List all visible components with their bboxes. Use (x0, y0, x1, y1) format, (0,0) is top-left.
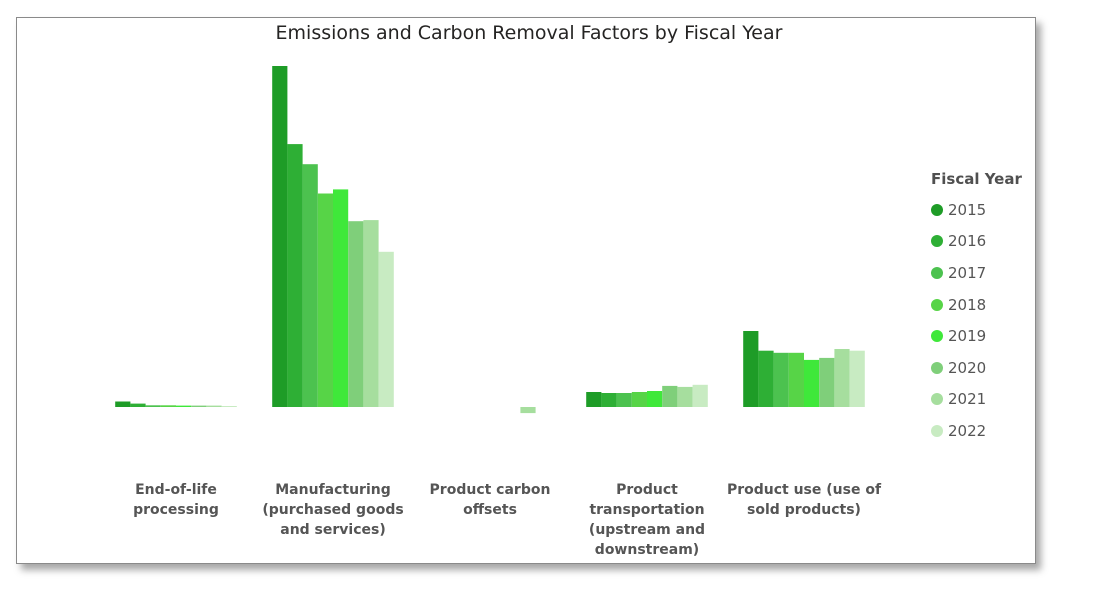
legend-label: 2021 (948, 390, 987, 409)
legend-dot-icon (931, 393, 943, 406)
bar-2016-cat-1[interactable] (287, 144, 303, 407)
legend-dot-icon (931, 203, 943, 216)
legend-item-2020[interactable]: 2020 (931, 352, 1022, 384)
bar-2021-cat-3[interactable] (677, 386, 693, 407)
bar-2018-cat-4[interactable] (788, 352, 804, 407)
bar-2017-cat-1[interactable] (302, 164, 318, 407)
bar-2019-cat-4[interactable] (804, 359, 820, 407)
bar-2017-cat-3[interactable] (616, 393, 632, 407)
legend-dot-icon (931, 361, 943, 374)
bar-2021-cat-4[interactable] (834, 349, 850, 407)
category-label: Product transportation (upstream and downst… (589, 482, 705, 558)
bar-2017-cat-0[interactable] (145, 405, 161, 407)
bar-2020-cat-3[interactable] (662, 385, 678, 407)
bar-2018-cat-3[interactable] (631, 392, 647, 407)
bar-2019-cat-0[interactable] (176, 405, 192, 407)
bar-chart: End-of-life processing Manufacturing (purch… (115, 66, 882, 558)
category-label-line: Manufacturing (275, 482, 391, 498)
category-label-line: downstream) (595, 542, 699, 558)
bar-2019-cat-3[interactable] (647, 391, 663, 407)
category-label-line: Product (616, 482, 678, 498)
bar-2021-cat-2[interactable] (520, 407, 536, 414)
category-label: Manufacturing (purchased goods and service… (262, 482, 403, 538)
legend: Fiscal Year 2015 2016 2017 2018 2019 2020 2021… (931, 170, 1022, 447)
bar-2022-cat-3[interactable] (692, 384, 708, 407)
chart-panel: Emissions and Carbon Removal Factors by … (16, 17, 1036, 564)
legend-item-2021[interactable]: 2021 (931, 384, 1022, 416)
bar-2015-cat-4[interactable] (743, 331, 759, 407)
legend-label: 2017 (948, 263, 987, 282)
category-label-line: (upstream and (589, 522, 705, 538)
bar-2016-cat-0[interactable] (130, 403, 146, 407)
category-label-line: sold products) (747, 502, 861, 518)
bar-2020-cat-1[interactable] (348, 221, 364, 407)
legend-label: 2015 (948, 200, 987, 219)
category-label-line: transportation (589, 502, 704, 518)
category-label-line: offsets (463, 502, 517, 518)
bar-2015-cat-1[interactable] (272, 66, 288, 407)
legend-dot-icon (931, 330, 943, 343)
category-label-line: and services) (280, 522, 386, 538)
bar-2022-cat-1[interactable] (378, 251, 394, 407)
bar-2015-cat-3[interactable] (586, 392, 602, 407)
category-label: Product carbon offsets (430, 482, 551, 518)
bar-2021-cat-0[interactable] (206, 405, 222, 407)
legend-dot-icon (931, 424, 943, 437)
bar-2015-cat-0[interactable] (115, 401, 131, 408)
legend-label: 2019 (948, 327, 987, 346)
legend-item-2015[interactable]: 2015 (931, 194, 1022, 226)
bar-2020-cat-4[interactable] (819, 357, 835, 407)
legend-label: 2020 (948, 358, 987, 377)
legend-item-2019[interactable]: 2019 (931, 320, 1022, 352)
legend-dot-icon (931, 235, 943, 248)
bar-2016-cat-4[interactable] (758, 350, 774, 407)
chart-title: Emissions and Carbon Removal Factors by … (275, 22, 783, 44)
category-label-line: End-of-life (135, 482, 217, 498)
category-label: Product use (use of sold products) (727, 482, 882, 518)
legend-item-2017[interactable]: 2017 (931, 257, 1022, 289)
category-label-line: processing (133, 502, 219, 518)
bar-2022-cat-0[interactable] (221, 406, 237, 407)
bar-2018-cat-0[interactable] (160, 405, 176, 407)
legend-item-2016[interactable]: 2016 (931, 226, 1022, 258)
legend-dot-icon (931, 298, 943, 311)
bar-2021-cat-1[interactable] (363, 220, 379, 407)
category-label-line: (purchased goods (262, 502, 403, 518)
bar-2020-cat-0[interactable] (191, 405, 207, 407)
legend-item-2018[interactable]: 2018 (931, 289, 1022, 321)
bar-2022-cat-4[interactable] (849, 350, 865, 407)
legend-label: 2016 (948, 232, 987, 251)
legend-label: 2022 (948, 421, 987, 440)
category-label-line: Product use (use of (727, 482, 882, 498)
legend-dot-icon (931, 266, 943, 279)
bar-2019-cat-1[interactable] (333, 189, 349, 407)
category-label-line: Product carbon (430, 482, 551, 498)
bar-2017-cat-4[interactable] (773, 352, 789, 407)
bar-2018-cat-1[interactable] (317, 193, 333, 408)
legend-label: 2018 (948, 295, 987, 314)
bar-2016-cat-3[interactable] (601, 393, 617, 407)
legend-item-2022[interactable]: 2022 (931, 415, 1022, 447)
category-label: End-of-life processing (133, 482, 219, 518)
legend-title: Fiscal Year (931, 170, 1022, 188)
